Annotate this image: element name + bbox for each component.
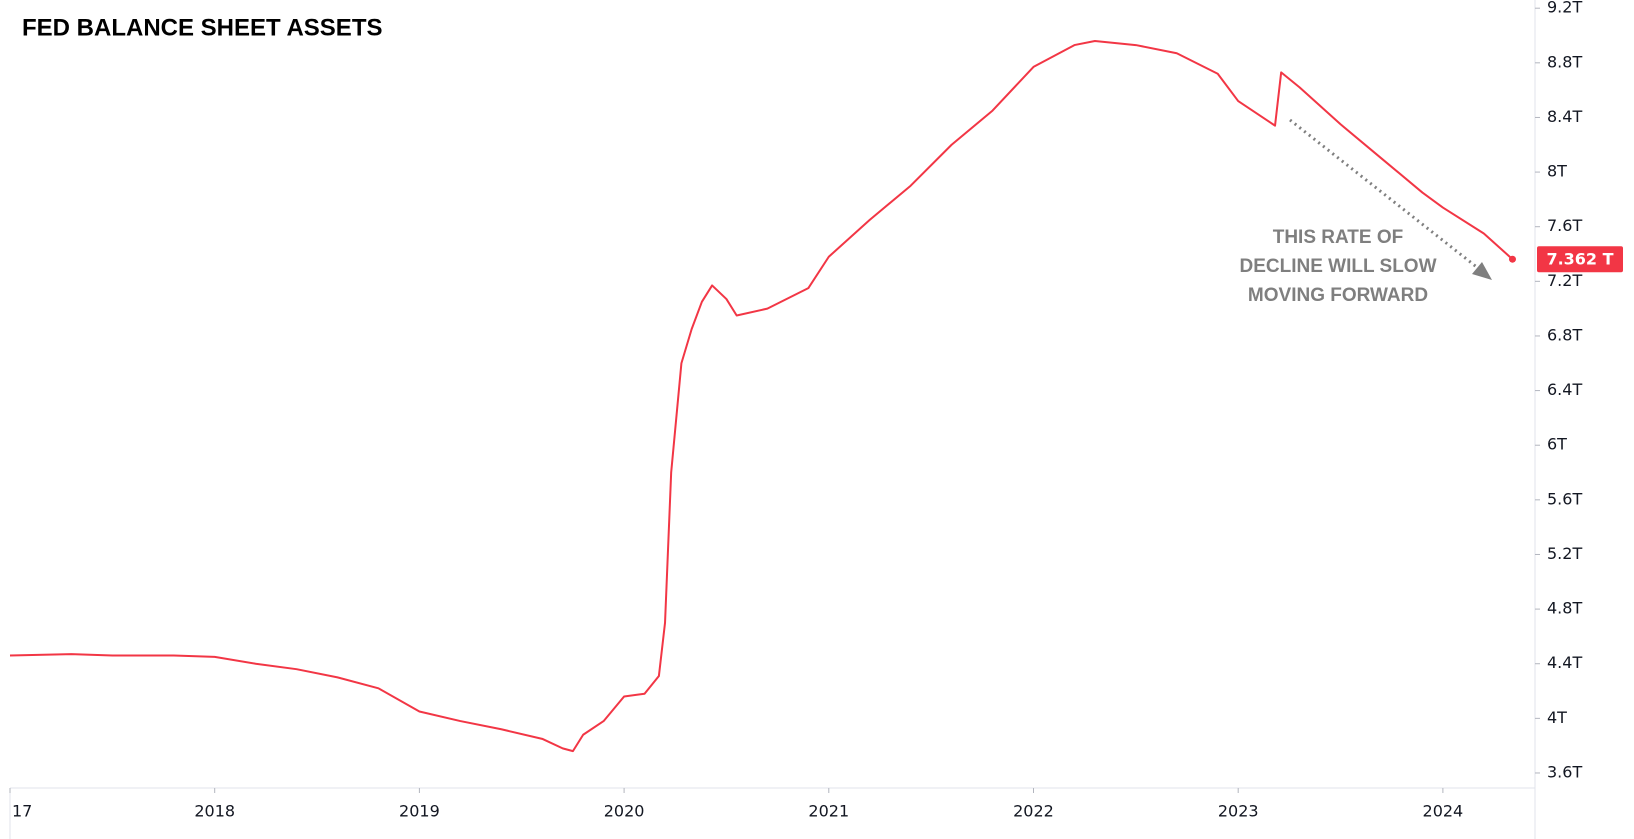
last-value-box xyxy=(1537,246,1623,273)
y-tick-label: 5.6T xyxy=(1547,489,1582,508)
y-tick-label: 6T xyxy=(1547,435,1567,454)
x-tick-label: 2019 xyxy=(399,802,440,821)
annotation-arrow-head xyxy=(1472,262,1492,280)
x-tick-label: 2018 xyxy=(194,802,235,821)
annotation-text: DECLINE WILL SLOW xyxy=(1239,256,1436,277)
y-tick-label: 3.6T xyxy=(1547,762,1582,781)
y-tick-label: 7.2T xyxy=(1547,271,1582,290)
annotation-arrow xyxy=(1289,118,1484,274)
x-tick-label: 2024 xyxy=(1423,802,1464,821)
x-tick-label: 2023 xyxy=(1218,802,1259,821)
y-tick-label: 4.4T xyxy=(1547,653,1582,672)
y-tick-label: 6.8T xyxy=(1547,325,1582,344)
data-line xyxy=(9,39,1514,753)
y-tick-label: 4.8T xyxy=(1547,599,1582,618)
x-tick-label: 2021 xyxy=(808,802,849,821)
annotation-text: THIS RATE OF xyxy=(1273,227,1404,248)
chart-title: FED BALANCE SHEET ASSETS xyxy=(22,14,382,41)
y-tick-label: 4T xyxy=(1547,708,1567,727)
x-tick-label: 17 xyxy=(12,802,32,821)
annotation-text: MOVING FORWARD xyxy=(1248,285,1428,306)
y-tick-label: 8.8T xyxy=(1547,52,1582,71)
last-point xyxy=(1508,255,1516,263)
x-tick-label: 2022 xyxy=(1013,802,1054,821)
last-value-label: 7.362 T xyxy=(1546,250,1613,269)
y-tick-label: 7.6T xyxy=(1547,216,1582,235)
y-tick-label: 9.2T xyxy=(1547,0,1582,17)
y-tick-label: 8T xyxy=(1547,162,1567,181)
y-tick-label: 5.2T xyxy=(1547,544,1582,563)
x-tick-label: 2020 xyxy=(604,802,645,821)
y-tick-label: 6.4T xyxy=(1547,380,1582,399)
y-tick-label: 8.4T xyxy=(1547,107,1582,126)
